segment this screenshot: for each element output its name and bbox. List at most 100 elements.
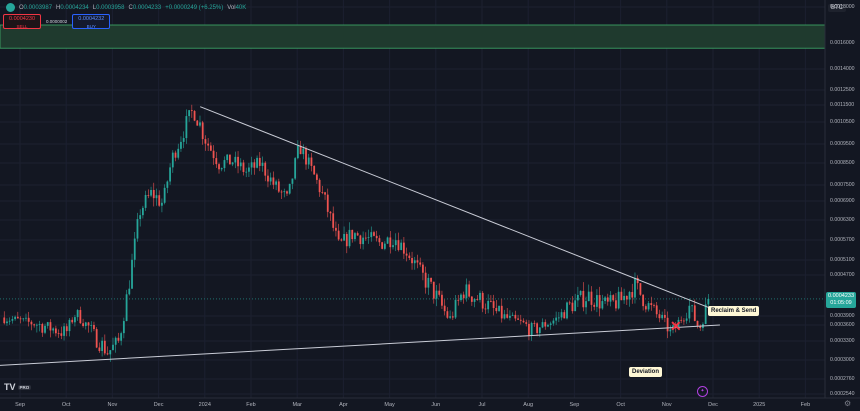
- candle-body: [190, 110, 193, 112]
- candle-body: [65, 326, 68, 332]
- buy-button[interactable]: 0.0004232 BUY: [72, 14, 111, 29]
- candle-body: [367, 237, 370, 238]
- candle-body: [256, 157, 258, 168]
- candle-body: [101, 340, 104, 352]
- candle-countdown: 01:05:09: [830, 300, 852, 306]
- candle-body: [405, 253, 408, 256]
- symbol-icon[interactable]: [6, 3, 15, 12]
- candle-body: [552, 320, 555, 324]
- candle-body: [133, 238, 136, 260]
- candle-body: [585, 301, 587, 308]
- candle-body: [147, 194, 150, 196]
- candle-body: [136, 219, 139, 239]
- ohlc-legend: O0.0003987 H0.0004234 L0.0003958 C0.0004…: [6, 3, 246, 12]
- candle-body: [704, 304, 707, 324]
- candle-body: [359, 235, 362, 245]
- candle-body: [226, 154, 229, 161]
- candle-body: [362, 237, 365, 245]
- candle-body: [305, 148, 307, 165]
- time-tick-label: Nov: [661, 402, 672, 408]
- time-tick-label: Feb: [800, 402, 811, 408]
- deviation-annotation[interactable]: Deviation: [629, 367, 663, 377]
- candle-body: [683, 320, 685, 322]
- candle-body: [669, 329, 672, 332]
- candle-body: [212, 150, 215, 159]
- candle-body: [566, 302, 568, 319]
- candle-body: [400, 242, 403, 251]
- symbol-tag[interactable]: BTC: [828, 4, 846, 12]
- candle-body: [74, 317, 76, 323]
- candle-body: [468, 284, 471, 297]
- candle-body: [245, 171, 248, 173]
- candle-body: [16, 316, 19, 319]
- candle-body: [688, 305, 691, 319]
- candle-body: [131, 259, 133, 289]
- ohlc-high: H0.0004234: [56, 4, 89, 11]
- candle-body: [644, 306, 647, 310]
- candle-body: [424, 272, 427, 288]
- candle-body: [427, 277, 430, 288]
- spread-value: 0.0000002: [46, 19, 68, 24]
- tradingview-logo: TV PRO: [4, 382, 32, 392]
- candle-body: [250, 162, 253, 168]
- candle-body: [27, 317, 30, 322]
- candle-body: [397, 240, 400, 251]
- candle-body: [536, 323, 539, 334]
- candle-body: [351, 229, 354, 240]
- candle-body: [495, 307, 498, 312]
- candle-body: [557, 317, 560, 319]
- price-tick-label: 0.0008500: [830, 160, 855, 166]
- candle-body: [120, 333, 123, 341]
- candle-body: [139, 215, 142, 220]
- candle-body: [155, 195, 158, 199]
- candle-body: [500, 305, 503, 319]
- candle-body: [326, 194, 329, 212]
- candle-body: [302, 148, 305, 155]
- assistant-icon[interactable]: ✦: [697, 386, 708, 397]
- deviation-cross-icon: ✕: [670, 318, 682, 334]
- candle-body: [209, 145, 212, 151]
- candle-body: [699, 326, 702, 328]
- gear-icon[interactable]: ⚙: [844, 399, 852, 408]
- ohlc-low: L0.0003958: [92, 4, 125, 11]
- candle-body: [413, 260, 416, 264]
- sell-button[interactable]: 0.0004230 SELL: [3, 14, 41, 29]
- candle-body: [402, 242, 405, 254]
- price-tick-label: 0.0003600: [830, 322, 855, 328]
- candle-body: [514, 314, 517, 319]
- candle-body: [237, 156, 239, 167]
- time-tick-label: Aug: [523, 402, 534, 408]
- price-tick-label: 0.0016000: [830, 40, 855, 46]
- candle-body: [152, 189, 155, 199]
- candle-body: [606, 297, 609, 302]
- candle-body: [41, 324, 44, 333]
- candle-body: [568, 302, 571, 304]
- candle-body: [432, 281, 435, 299]
- candle-body: [90, 324, 93, 326]
- candle-body: [14, 316, 17, 320]
- candle-body: [544, 322, 547, 327]
- candle-body: [307, 157, 310, 165]
- candle-body: [634, 277, 636, 298]
- candle-body: [109, 350, 112, 355]
- trade-panel: 0.0004230 SELL 0.0000002 0.0004232 BUY: [3, 14, 111, 29]
- candle-body: [601, 301, 604, 309]
- candle-body: [593, 304, 596, 307]
- candle-body: [286, 191, 288, 194]
- candle-body: [275, 181, 278, 185]
- candle-body: [321, 192, 324, 193]
- candle-body: [528, 323, 530, 336]
- candle-body: [218, 164, 220, 170]
- candle-body: [144, 194, 147, 208]
- candle-body: [519, 319, 522, 321]
- candle-body: [79, 310, 82, 324]
- reclaim-annotation[interactable]: Reclaim & Send: [708, 306, 760, 316]
- candle-body: [272, 177, 275, 185]
- candle-body: [457, 299, 460, 301]
- price-tick-label: 0.0004700: [830, 272, 855, 278]
- candle-body: [696, 320, 699, 327]
- candle-body: [479, 292, 481, 300]
- candle-body: [33, 324, 36, 326]
- candle-body: [337, 230, 340, 240]
